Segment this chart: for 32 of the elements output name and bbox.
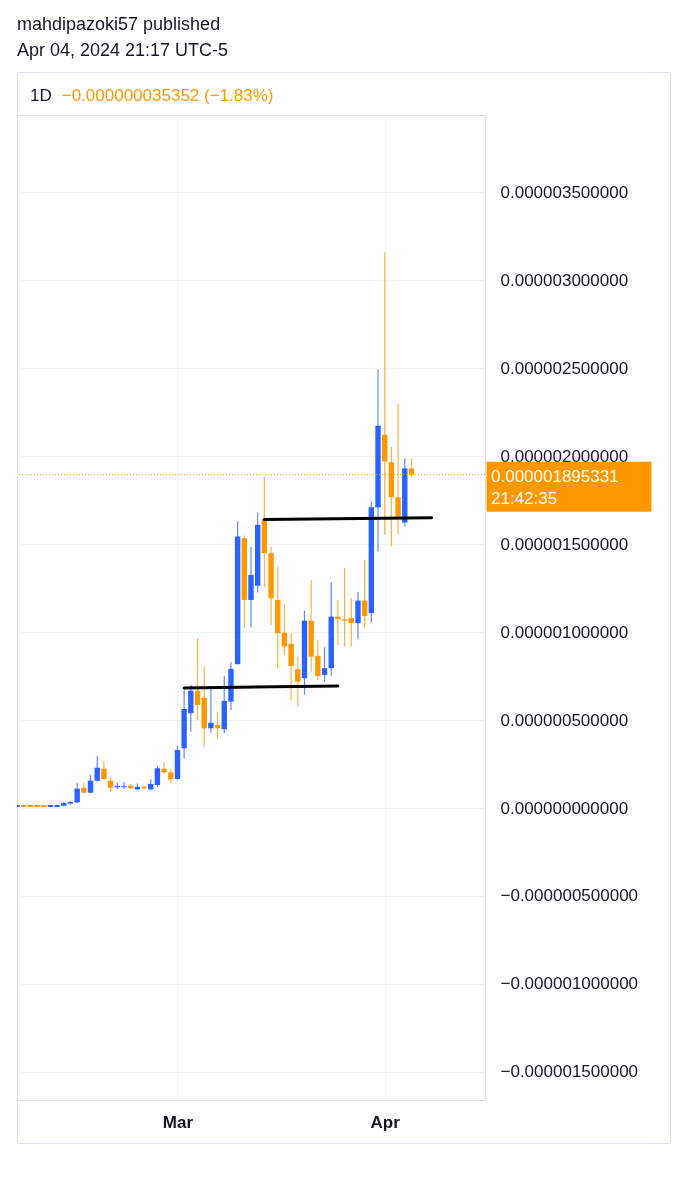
text: 1D: [30, 86, 52, 105]
candlestick: [154, 765, 161, 788]
candlestick: [361, 559, 368, 629]
candlestick: [94, 755, 100, 783]
y-tick-label: 0.000000000000: [500, 798, 629, 818]
candlestick: [161, 762, 167, 775]
y-tick-label: 0.000000500000: [500, 710, 629, 730]
candlestick: [341, 567, 348, 648]
chart-title: mahdipazoki57 published: [17, 14, 221, 35]
y-tick-label: −0.000001000000: [500, 974, 639, 994]
ref-line-label: 0.000001895331: [491, 466, 619, 486]
candlestick: [321, 646, 328, 683]
y-tick-label: −0.000000500000: [500, 886, 639, 906]
text: −0.000000035352 (−1.83%): [61, 86, 274, 105]
candlestick: [101, 760, 107, 781]
candlestick: [74, 782, 80, 804]
y-tick-label: 0.000003500000: [500, 182, 629, 202]
candlestick: [194, 637, 201, 721]
candlestick: [348, 597, 354, 648]
x-tick-label: Mar: [162, 1112, 194, 1132]
x-tick-label: Apr: [370, 1112, 401, 1132]
y-tick-label: −0.000001500000: [500, 1062, 639, 1082]
chart-subtitle: Apr 04, 2024 21:17 UTC-5: [17, 40, 229, 61]
candlestick: [355, 591, 361, 640]
candlestick: [295, 655, 301, 708]
candlestick: [208, 686, 214, 734]
y-tick-label: 0.000002500000: [500, 358, 629, 378]
y-tick-label: 0.000001000000: [500, 622, 629, 642]
y-tick-label: 0.000001500000: [500, 534, 629, 554]
y-tick-label: 0.000002000000: [500, 446, 629, 466]
text: 21:42:35: [491, 488, 558, 508]
y-tick-label: 0.000003000000: [500, 270, 629, 290]
